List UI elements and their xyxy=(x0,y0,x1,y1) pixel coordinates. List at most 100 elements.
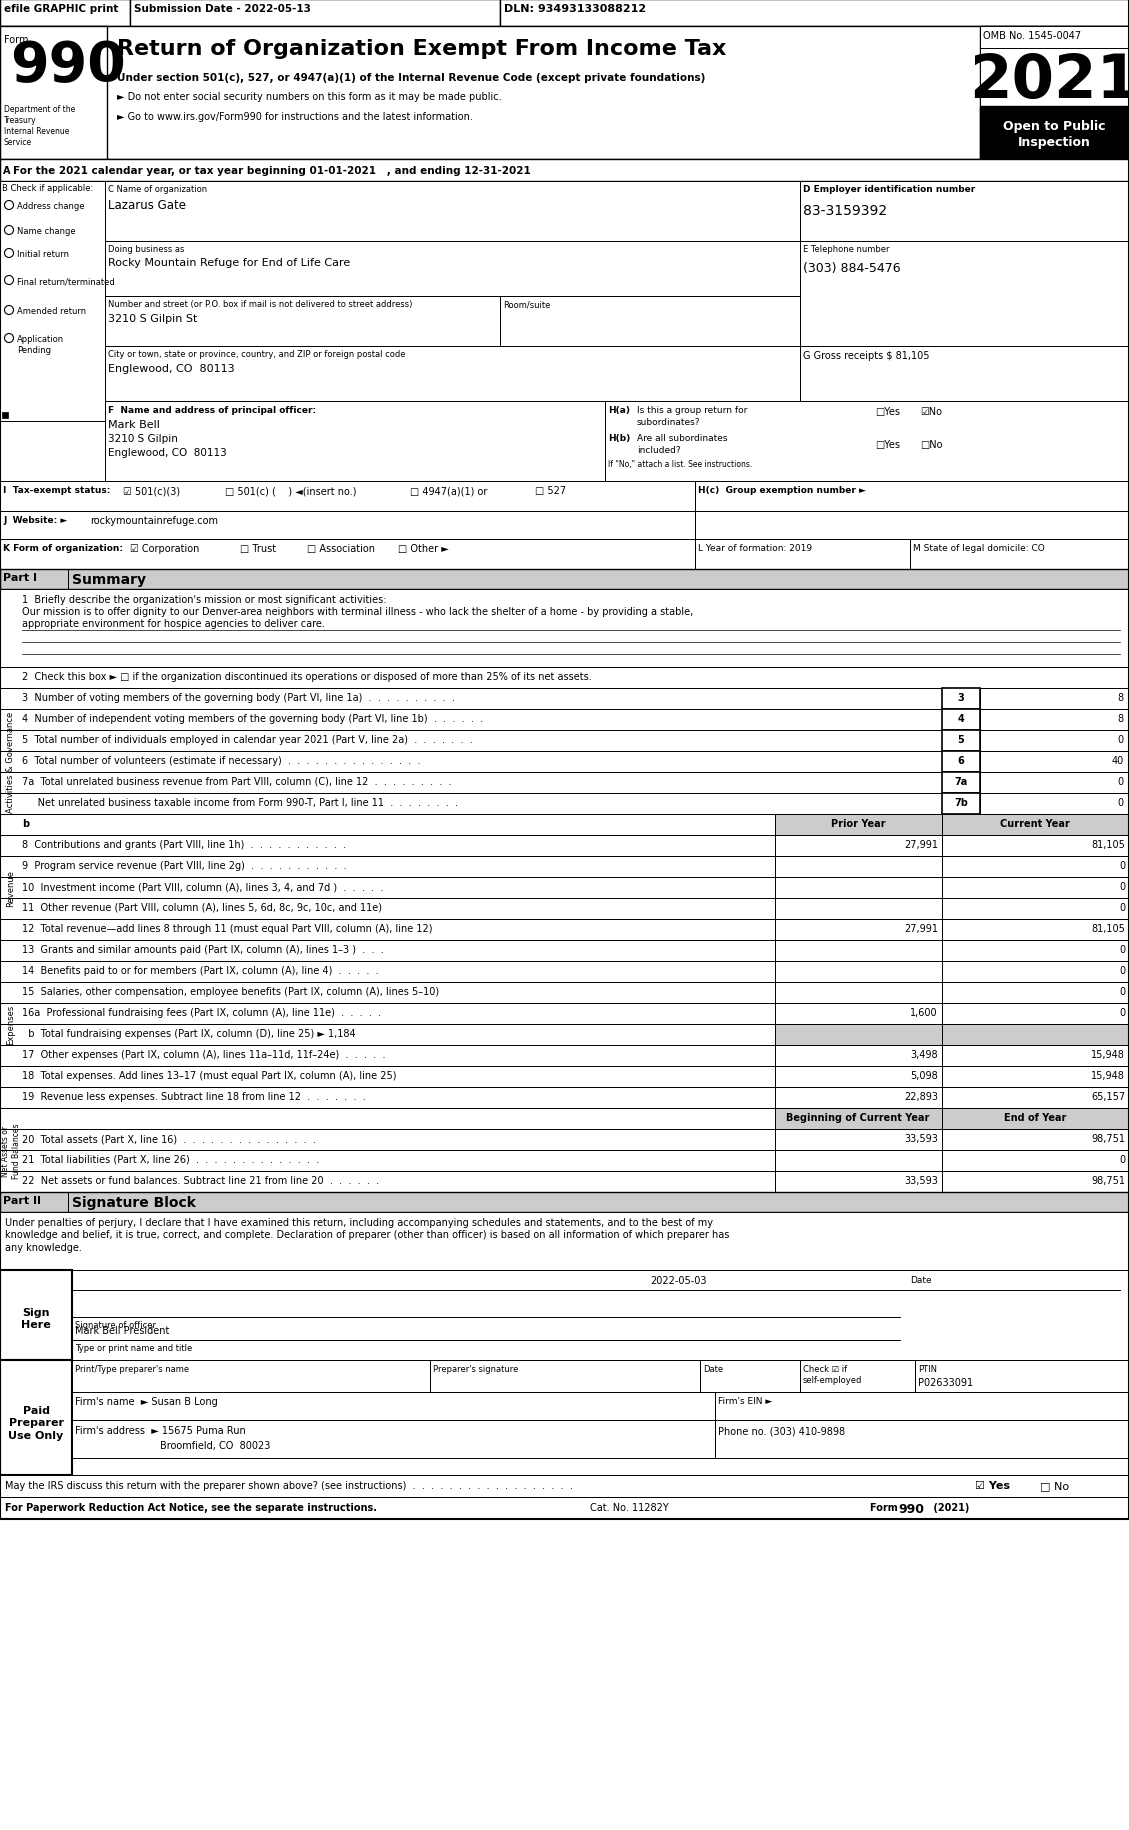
Bar xyxy=(695,481,1129,512)
Text: 6: 6 xyxy=(957,756,964,765)
Bar xyxy=(980,688,1128,710)
Bar xyxy=(0,1067,1129,1087)
Text: 98,751: 98,751 xyxy=(1091,1175,1124,1186)
Bar xyxy=(774,814,942,836)
Text: 22  Net assets or fund balances. Subtract line 21 from line 20  .  .  .  .  .  .: 22 Net assets or fund balances. Subtract… xyxy=(21,1175,379,1186)
Text: 3: 3 xyxy=(957,692,964,703)
Text: Mark Bell: Mark Bell xyxy=(108,419,160,430)
Text: 81,105: 81,105 xyxy=(1091,840,1124,849)
Text: Rocky Mountain Refuge for End of Life Care: Rocky Mountain Refuge for End of Life Ca… xyxy=(108,258,350,267)
Bar xyxy=(980,710,1128,730)
Text: rockymountainrefuge.com: rockymountainrefuge.com xyxy=(90,516,218,525)
Bar xyxy=(0,1193,1129,1211)
Bar xyxy=(942,1129,1129,1151)
Bar xyxy=(0,1360,1129,1475)
Text: Lazarus Gate: Lazarus Gate xyxy=(108,199,186,212)
Bar xyxy=(430,1360,700,1393)
Text: Check ☑ if
self-employed: Check ☑ if self-employed xyxy=(803,1363,863,1383)
Bar xyxy=(0,0,130,27)
Text: (2021): (2021) xyxy=(930,1502,970,1512)
Bar xyxy=(0,1087,1129,1109)
Bar xyxy=(0,1497,1129,1519)
Bar xyxy=(942,1109,1129,1129)
Text: □ 527: □ 527 xyxy=(535,485,566,496)
Bar xyxy=(980,772,1128,794)
Text: Broomfield, CO  80023: Broomfield, CO 80023 xyxy=(160,1440,270,1449)
Text: 2021: 2021 xyxy=(969,51,1129,112)
Text: Beginning of Current Year: Beginning of Current Year xyxy=(786,1113,929,1122)
Bar xyxy=(0,752,1129,772)
Text: Open to Public
Inspection: Open to Public Inspection xyxy=(1003,121,1105,148)
Bar xyxy=(0,569,1129,589)
Text: Firm's EIN ►: Firm's EIN ► xyxy=(718,1396,772,1405)
Text: 17  Other expenses (Part IX, column (A), lines 11a–11d, 11f–24e)  .  .  .  .  .: 17 Other expenses (Part IX, column (A), … xyxy=(21,1049,385,1060)
Text: 14  Benefits paid to or for members (Part IX, column (A), line 4)  .  .  .  .  .: 14 Benefits paid to or for members (Part… xyxy=(21,966,378,975)
Text: Room/suite: Room/suite xyxy=(504,300,550,309)
Text: H(b): H(b) xyxy=(609,434,630,443)
Text: 0: 0 xyxy=(1119,860,1124,871)
Text: City or town, state or province, country, and ZIP or foreign postal code: City or town, state or province, country… xyxy=(108,350,405,359)
Bar xyxy=(774,856,942,878)
Text: 0: 0 xyxy=(1119,944,1124,955)
Text: PTIN: PTIN xyxy=(918,1363,937,1372)
Text: Paid
Preparer
Use Only: Paid Preparer Use Only xyxy=(8,1405,63,1440)
Bar xyxy=(72,1393,715,1420)
Text: Department of the
Treasury
Internal Revenue
Service: Department of the Treasury Internal Reve… xyxy=(5,104,76,146)
Text: □Yes: □Yes xyxy=(875,439,900,450)
Bar xyxy=(980,49,1129,106)
Bar xyxy=(0,1475,1129,1497)
Text: 2022-05-03: 2022-05-03 xyxy=(650,1276,707,1285)
Text: 1,600: 1,600 xyxy=(910,1008,938,1017)
Bar xyxy=(774,1025,942,1045)
Bar xyxy=(105,348,800,403)
Text: □ 501(c) (    ) ◄(insert no.): □ 501(c) ( ) ◄(insert no.) xyxy=(225,485,357,496)
Text: 1  Briefly describe the organization's mission or most significant activities:: 1 Briefly describe the organization's mi… xyxy=(21,595,386,604)
Bar xyxy=(942,814,1129,836)
Bar xyxy=(980,27,1129,49)
Text: 7a: 7a xyxy=(954,776,968,787)
Text: b  Total fundraising expenses (Part IX, column (D), line 25) ► 1,184: b Total fundraising expenses (Part IX, c… xyxy=(21,1028,356,1038)
Bar xyxy=(130,0,500,27)
Bar xyxy=(942,919,1129,941)
Bar xyxy=(0,688,1129,710)
Bar xyxy=(774,1151,942,1171)
Text: Cat. No. 11282Y: Cat. No. 11282Y xyxy=(590,1502,668,1512)
Bar xyxy=(72,1360,430,1393)
Text: Signature Block: Signature Block xyxy=(72,1195,195,1210)
Text: 0: 0 xyxy=(1119,986,1124,997)
Bar xyxy=(774,941,942,961)
Bar xyxy=(800,348,1129,403)
Bar xyxy=(942,1025,1129,1045)
Text: Return of Organization Exempt From Income Tax: Return of Organization Exempt From Incom… xyxy=(117,38,726,59)
Bar xyxy=(0,589,1129,668)
Bar xyxy=(105,403,605,481)
Bar xyxy=(774,1087,942,1109)
Text: (303) 884-5476: (303) 884-5476 xyxy=(803,262,901,274)
Bar xyxy=(774,836,942,856)
Bar xyxy=(942,878,1129,899)
Text: ► Go to www.irs.gov/Form990 for instructions and the latest information.: ► Go to www.irs.gov/Form990 for instruct… xyxy=(117,112,473,123)
Text: P02633091: P02633091 xyxy=(918,1378,973,1387)
Bar xyxy=(0,983,1129,1003)
Bar xyxy=(800,1360,914,1393)
Text: Summary: Summary xyxy=(72,573,146,587)
Bar xyxy=(942,1151,1129,1171)
Text: 0: 0 xyxy=(1119,1155,1124,1164)
Bar xyxy=(0,1109,1129,1129)
Bar xyxy=(0,1151,1129,1171)
Text: Number and street (or P.O. box if mail is not delivered to street address): Number and street (or P.O. box if mail i… xyxy=(108,300,412,309)
Text: Prior Year: Prior Year xyxy=(831,818,885,829)
Bar xyxy=(105,242,800,296)
Text: M State of legal domicile: CO: M State of legal domicile: CO xyxy=(913,544,1044,553)
Text: Date: Date xyxy=(910,1276,931,1285)
Text: Print/Type preparer's name: Print/Type preparer's name xyxy=(75,1363,190,1372)
Text: Is this a group return for: Is this a group return for xyxy=(637,406,747,415)
Text: Are all subordinates: Are all subordinates xyxy=(637,434,727,443)
Text: □ 4947(a)(1) or: □ 4947(a)(1) or xyxy=(410,485,488,496)
Text: Current Year: Current Year xyxy=(1000,818,1070,829)
Text: 20  Total assets (Part X, line 16)  .  .  .  .  .  .  .  .  .  .  .  .  .  .  .: 20 Total assets (Part X, line 16) . . . … xyxy=(21,1133,316,1144)
Bar xyxy=(774,919,942,941)
Text: Initial return: Initial return xyxy=(17,251,69,258)
Bar xyxy=(910,540,1129,569)
Bar xyxy=(0,540,695,569)
